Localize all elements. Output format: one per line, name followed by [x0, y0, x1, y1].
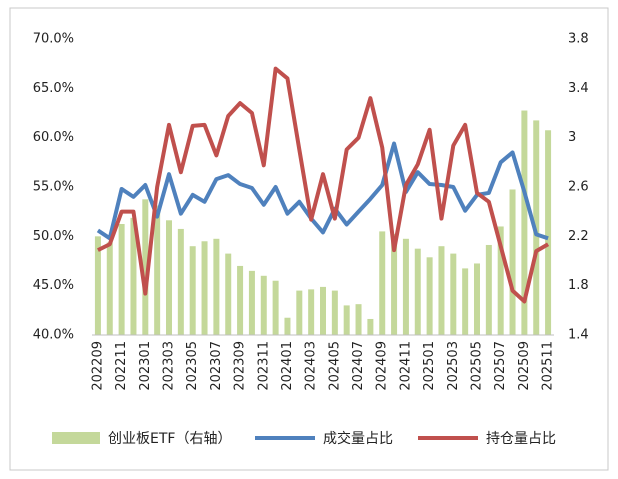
x-tick-label: 202301 [138, 341, 153, 391]
bar [118, 224, 125, 335]
bar [355, 304, 362, 335]
line [96, 141, 549, 241]
bar [343, 305, 350, 335]
x-tick-label: 202503 [446, 341, 461, 391]
x-tick-label: 202511 [541, 341, 556, 391]
x-tick-label: 202305 [185, 341, 200, 391]
bar [166, 220, 172, 335]
bar [142, 199, 149, 335]
x-tick-label: 202403 [304, 341, 319, 391]
y-tick-label: 40.0% [33, 328, 74, 343]
bar [213, 238, 220, 335]
y2-tick-label: 1.8 [568, 278, 589, 293]
legend-swatch [52, 432, 100, 444]
bar [485, 244, 492, 335]
bar [426, 257, 433, 335]
y2-tick-label: 1.4 [568, 328, 589, 343]
bar [201, 241, 208, 335]
y2-tick-label: 3 [568, 130, 576, 145]
x-tick-label: 202211 [114, 341, 129, 391]
x-tick-label: 202507 [493, 341, 508, 391]
bar [497, 226, 504, 335]
bar [106, 242, 113, 335]
bar [367, 318, 374, 335]
legend-label: 创业板ETF（右轴） [108, 431, 231, 447]
x-tick-label: 202401 [280, 341, 295, 391]
bar [320, 286, 326, 335]
bar [462, 268, 469, 335]
y-tick-label: 45.0% [33, 278, 74, 293]
bar [414, 248, 421, 335]
legend-label: 成交量占比 [323, 430, 393, 447]
y-tick-label: 50.0% [33, 229, 74, 244]
x-tick-label: 202405 [327, 341, 342, 391]
bar [509, 189, 516, 335]
x-tick-label: 202409 [375, 341, 390, 391]
x-tick-label: 202309 [233, 341, 248, 391]
x-tick-label: 202307 [209, 341, 224, 391]
bar [521, 110, 528, 336]
bar [379, 231, 386, 335]
y2-tick-label: 2.6 [568, 180, 589, 195]
bar [438, 246, 445, 335]
bar [402, 238, 409, 335]
x-tick-label: 202407 [351, 341, 366, 391]
bar [248, 270, 255, 335]
y2-tick-label: 3.4 [568, 81, 589, 96]
bar [260, 275, 267, 335]
bar [331, 290, 338, 335]
y2-tick-label: 2.2 [568, 229, 589, 244]
bar [308, 289, 315, 335]
bar [284, 317, 291, 335]
y2-tick-label: 3.8 [568, 32, 589, 47]
bar [296, 290, 303, 335]
bar [225, 253, 232, 335]
x-tick-label: 202501 [422, 341, 437, 391]
x-tick-label: 202509 [517, 341, 532, 391]
x-tick-label: 202411 [398, 341, 413, 391]
y-tick-label: 70.0% [33, 32, 74, 47]
legend-label: 持仓量占比 [486, 431, 556, 447]
bar [545, 130, 552, 335]
bar [189, 246, 196, 335]
y-tick-label: 55.0% [33, 180, 74, 195]
bar [272, 280, 279, 335]
y-tick-label: 60.0% [33, 130, 74, 145]
x-tick-label: 202311 [256, 341, 271, 391]
bar [474, 263, 480, 335]
y-tick-label: 65.0% [33, 81, 74, 96]
bar [177, 228, 184, 335]
bar [130, 217, 137, 335]
bar [237, 265, 244, 335]
x-tick-label: 202209 [90, 341, 105, 391]
line [97, 66, 550, 304]
x-tick-label: 202303 [162, 341, 177, 391]
bar [94, 236, 101, 335]
bar [391, 233, 398, 335]
x-tick-label: 202505 [470, 341, 485, 391]
bar [450, 253, 457, 335]
bar [154, 205, 161, 335]
